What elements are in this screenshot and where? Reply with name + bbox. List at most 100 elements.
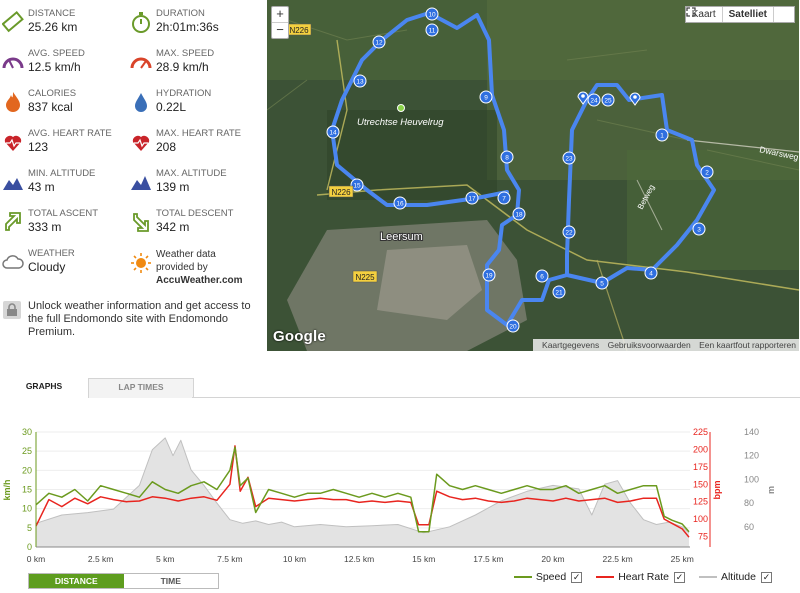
x-tick-label: 5 km: [156, 554, 174, 564]
tab-divider: [192, 397, 800, 398]
heart-icon: [4, 135, 22, 151]
heart-rate-tick-label: 125: [693, 497, 708, 507]
graph-tabs: GRAPHS LAP TIMES: [0, 378, 800, 398]
svg-text:17: 17: [468, 196, 476, 203]
route-marker-17[interactable]: 17: [465, 191, 479, 205]
attribution-terms-link[interactable]: Gebruiksvoorwaarden: [607, 340, 691, 350]
speed-checkbox[interactable]: ✓: [571, 571, 583, 583]
altitude-checkbox[interactable]: ✓: [761, 571, 772, 583]
x-tick-label: 20 km: [541, 554, 564, 564]
mountain-max-icon: [131, 176, 151, 190]
svg-text:24: 24: [590, 98, 598, 105]
route-marker-1[interactable]: 1: [655, 128, 669, 142]
heart-rate-checkbox[interactable]: ✓: [673, 571, 685, 583]
attribution-map-data-link[interactable]: Kaartgegevens: [542, 340, 600, 350]
route-marker-22[interactable]: 22: [562, 225, 576, 239]
lock-icon: [3, 301, 21, 319]
map-label-heuvelrug: Utrechtse Heuvelrug: [357, 117, 444, 128]
ruler-icon: [2, 10, 24, 33]
route-marker-13[interactable]: 13: [353, 74, 367, 88]
poi-marker-icon[interactable]: [397, 104, 405, 112]
x-tick-label: 2.5 km: [88, 554, 114, 564]
route-marker-11[interactable]: 11: [425, 23, 439, 37]
route-marker-23[interactable]: 23: [562, 151, 576, 165]
svg-text:3: 3: [697, 227, 701, 234]
zoom-in-button[interactable]: +: [272, 7, 288, 23]
heart-rate-tick-label: 150: [693, 479, 708, 489]
route-marker-2[interactable]: 2: [700, 165, 714, 179]
route-marker-7[interactable]: 7: [497, 191, 511, 205]
route-marker-10[interactable]: 10: [425, 7, 439, 21]
accuweather-link[interactable]: AccuWeather.com: [156, 275, 243, 286]
workout-graph[interactable]: 0 5 10 15 20 25 30 km/h 75 100 125 150 175 200 225 bpm 6…: [0, 420, 800, 570]
finish-pin-icon[interactable]: [629, 92, 641, 106]
water-drop-icon: [135, 93, 147, 112]
promo-text[interactable]: Unlock weather information and get acces…: [28, 300, 251, 338]
route-marker-21[interactable]: 21: [552, 285, 566, 299]
route-marker-25[interactable]: 25: [601, 93, 615, 107]
map-type-kaart-button[interactable]: Kaart: [691, 9, 716, 20]
route-marker-18[interactable]: 18: [512, 207, 526, 221]
speed-axis-title: km/h: [2, 479, 12, 500]
zoom-out-button[interactable]: −: [276, 22, 284, 37]
arrow-down-right-icon: [133, 213, 149, 232]
svg-text:11: 11: [429, 28, 436, 35]
flame-icon: [6, 92, 20, 112]
route-marker-3[interactable]: 3: [692, 222, 706, 236]
svg-text:1: 1: [660, 133, 664, 140]
stat-weather: WEATHER Cloudy: [0, 244, 128, 282]
legend-altitude-label: Altitude: [720, 571, 756, 583]
map-attribution: Kaartgegevens Gebruiksvoorwaarden Een ka…: [533, 339, 799, 351]
speed-tick-label: 30: [22, 427, 32, 437]
route-marker-8[interactable]: 8: [500, 150, 514, 164]
route-marker-24[interactable]: 24: [587, 93, 601, 107]
altitude-tick-label: 120: [744, 451, 759, 461]
svg-text:8: 8: [505, 155, 509, 162]
fullscreen-icon[interactable]: [686, 7, 794, 22]
heart-rate-tick-label: 225: [693, 427, 708, 437]
gauge-max-icon: [130, 57, 152, 69]
legend-heart-rate: Heart Rate ✓: [596, 571, 685, 583]
legend-altitude-swatch: [698, 576, 717, 578]
start-pin-icon[interactable]: [577, 91, 589, 105]
map-type-satellite-button[interactable]: Satelliet: [721, 7, 773, 22]
legend-speed-label: Speed: [535, 571, 567, 583]
distance-toggle-button[interactable]: DISTANCE: [29, 574, 124, 588]
accuweather-line1: Weather data: [156, 249, 216, 260]
altitude-tick-label: 140: [744, 427, 759, 437]
speed-tick-label: 20: [22, 465, 32, 475]
svg-text:22: 22: [565, 230, 573, 237]
route-marker-16[interactable]: 16: [393, 196, 407, 210]
heart-rate-tick-label: 75: [698, 532, 708, 542]
stat-distance: DISTANCE 25.26 km: [0, 4, 128, 42]
time-toggle-button[interactable]: TIME: [123, 574, 218, 588]
legend-heart-rate-swatch: [596, 576, 615, 578]
route-marker-15[interactable]: 15: [350, 178, 364, 192]
map-type-switch: Kaart Satelliet: [684, 6, 795, 23]
route-marker-14[interactable]: 14: [326, 125, 340, 139]
route-marker-20[interactable]: 20: [506, 319, 520, 333]
svg-text:6: 6: [540, 274, 544, 281]
attribution-report-error-link[interactable]: Een kaartfout rapporteren: [699, 340, 796, 350]
tab-graphs[interactable]: GRAPHS: [0, 378, 89, 397]
gauge-icon: [2, 57, 24, 69]
svg-text:21: 21: [555, 290, 563, 297]
route-marker-5[interactable]: 5: [595, 276, 609, 290]
route-marker-9[interactable]: 9: [479, 90, 493, 104]
map-label-leersum: Leersum: [380, 231, 423, 243]
accuweather-credit: Weather data provided by AccuWeather.com: [128, 244, 256, 288]
altitude-tick-label: 80: [744, 498, 754, 508]
x-tick-label: 12.5 km: [344, 554, 374, 564]
x-tick-label: 7.5 km: [217, 554, 243, 564]
heart-rate-axis-title: bpm: [712, 481, 722, 500]
route-marker-4[interactable]: 4: [644, 266, 658, 280]
route-marker-12[interactable]: 12: [372, 35, 386, 49]
route-marker-6[interactable]: 6: [535, 269, 549, 283]
stat-hydration: HYDRATION 0.22L: [128, 84, 256, 122]
route-marker-19[interactable]: 19: [482, 268, 496, 282]
route-map[interactable]: 1 2 3 4 5 6 7 8 9 10 11 12 13 14 15 16 17 18 19 20 21 22 23 24 2…: [267, 0, 799, 351]
x-tick-label: 25 km: [671, 554, 694, 564]
tab-lap-times[interactable]: LAP TIMES: [88, 378, 194, 398]
